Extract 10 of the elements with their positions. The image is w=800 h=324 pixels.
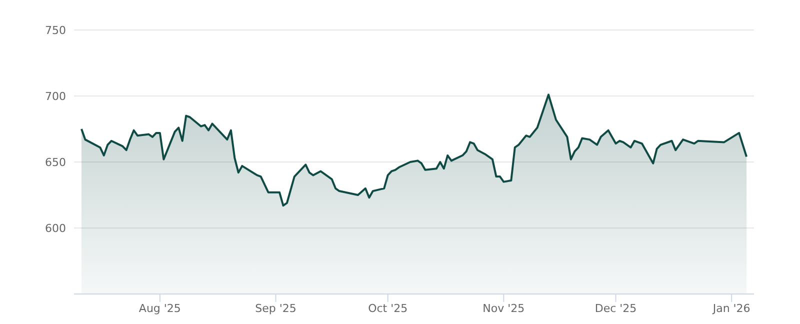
x-tick-label: Aug '25	[138, 302, 181, 315]
x-tick-label: Dec '25	[594, 302, 637, 315]
x-tick-label: Jan '26	[712, 302, 750, 315]
x-tick-label: Nov '25	[482, 302, 525, 315]
x-tick-label: Oct '25	[368, 302, 408, 315]
y-tick-label: 650	[45, 156, 66, 169]
y-tick-label: 600	[45, 222, 66, 235]
x-tick-label: Sep '25	[255, 302, 296, 315]
y-tick-label: 700	[45, 90, 66, 103]
y-tick-label: 750	[45, 24, 66, 37]
